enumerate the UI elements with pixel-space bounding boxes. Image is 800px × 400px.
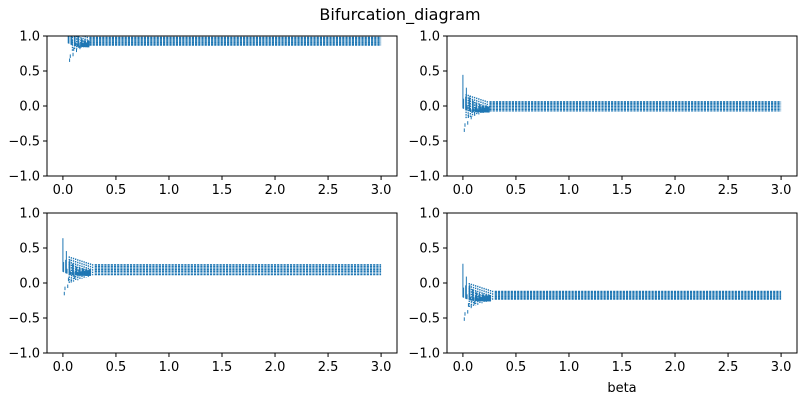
x-tick-label: 0.0	[53, 360, 74, 375]
subplot-top-right: 0.0 0.5 1.0 1.5 2.0 2.5 3.0 −1.0 −0.5 0.0 0.5 1.0	[408, 30, 798, 198]
y-tick-label: −0.5	[408, 312, 440, 327]
x-tick-label: 1.0	[159, 183, 180, 198]
y-tick-label: −0.5	[8, 135, 40, 150]
y-tick-label: −0.5	[408, 135, 440, 150]
y-tick-label: 0.0	[419, 100, 440, 115]
y-tick-label: 0.5	[19, 65, 40, 80]
x-axis-label: beta	[607, 381, 636, 396]
scatter-points	[67, 36, 382, 62]
y-tick-label: 0.5	[419, 242, 440, 257]
y-tick-label: 0.5	[419, 65, 440, 80]
subplot-top-left: 0.0 0.5 1.0 1.5 2.0 2.5 3.0 −1.0 −0.5 0.0 0.5 1.0	[8, 30, 398, 198]
x-tick-label: 0.5	[106, 183, 127, 198]
y-tick-label: 1.0	[419, 30, 440, 45]
x-tick-label: 2.5	[718, 183, 739, 198]
y-tick-label: −1.0	[408, 170, 440, 185]
x-tick-label: 1.0	[559, 183, 580, 198]
x-tick-label: 2.5	[318, 183, 339, 198]
x-tick-label: 1.5	[212, 360, 233, 375]
y-tick-label: 0.5	[19, 242, 40, 257]
x-tick-label: 3.0	[771, 183, 792, 198]
x-tick-label: 0.0	[453, 183, 474, 198]
y-tick-label: 0.0	[419, 277, 440, 292]
y-tick-label: 1.0	[419, 207, 440, 222]
x-tick-label: 2.0	[665, 360, 686, 375]
axes-frame	[46, 212, 398, 354]
subplots-group: 0.0 0.5 1.0 1.5 2.0 2.5 3.0−1.0−0.50.00.51.00.…	[8, 30, 798, 396]
y-tick-label: 0.0	[19, 277, 40, 292]
scatter-points	[462, 263, 782, 321]
x-tick-label: 3.0	[771, 360, 792, 375]
y-tick-label: −1.0	[8, 347, 40, 362]
x-tick-label: 1.0	[559, 360, 580, 375]
x-tick-label: 1.5	[612, 183, 633, 198]
x-tick-label: 0.0	[453, 360, 474, 375]
x-tick-label: 1.5	[612, 360, 633, 375]
x-tick-label: 2.5	[718, 360, 739, 375]
x-tick-label: 1.5	[212, 183, 233, 198]
x-tick-label: 0.5	[506, 360, 527, 375]
axes-frame	[46, 35, 398, 177]
x-tick-label: 3.0	[371, 183, 392, 198]
x-tick-label: 1.0	[159, 360, 180, 375]
y-tick-label: −0.5	[8, 312, 40, 327]
x-tick-label: 2.0	[665, 183, 686, 198]
y-tick-label: −1.0	[408, 347, 440, 362]
x-tick-label: 2.0	[265, 183, 286, 198]
figure-title: Bifurcation_diagram	[319, 5, 480, 25]
x-tick-label: 3.0	[371, 360, 392, 375]
y-tick-label: 1.0	[19, 30, 40, 45]
x-tick-label: 2.5	[318, 360, 339, 375]
subplot-bottom-right: 0.0 0.5 1.0 1.5 2.0 2.5 3.0 −1.0 −0.5 0.0 0.5 1.0 be…	[408, 207, 798, 396]
y-tick-label: −1.0	[8, 170, 40, 185]
x-tick-label: 0.0	[53, 183, 74, 198]
x-tick-label: 0.5	[106, 360, 127, 375]
y-tick-label: 1.0	[19, 207, 40, 222]
x-tick-label: 0.5	[506, 183, 527, 198]
scatter-points	[62, 238, 382, 296]
subplot-bottom-left: 0.0 0.5 1.0 1.5 2.0 2.5 3.0 −1.0 −0.5 0.0 0.5 1.0	[8, 207, 398, 375]
axes-frame	[446, 212, 798, 354]
y-tick-label: 0.0	[19, 100, 40, 115]
scatter-points	[462, 74, 782, 132]
x-tick-label: 2.0	[265, 360, 286, 375]
